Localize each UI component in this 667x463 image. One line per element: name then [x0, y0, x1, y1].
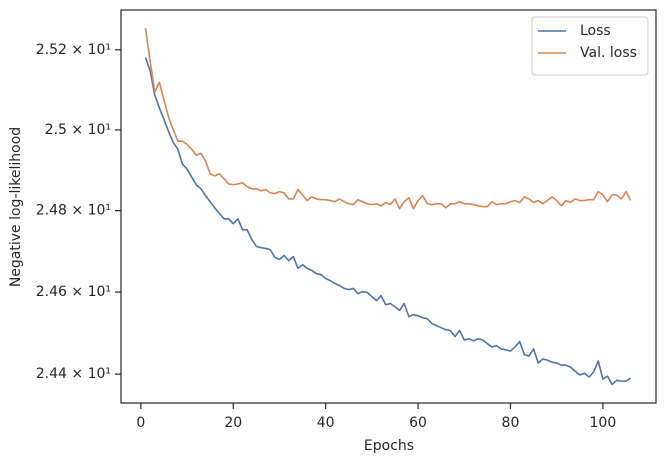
legend-label: Val. loss [580, 45, 637, 61]
legend-label: Loss [580, 23, 611, 39]
y-tick-label: 2.44 × 10¹ [36, 366, 111, 382]
y-tick-label: 2.52 × 10¹ [36, 42, 111, 58]
x-tick-label: 40 [317, 415, 335, 431]
series-line [144, 57, 632, 386]
x-tick-label: 80 [502, 415, 520, 431]
x-axis-label: Epochs [364, 438, 414, 454]
x-tick-label: 20 [224, 415, 242, 431]
x-tick-label: 0 [136, 415, 145, 431]
x-tick-label: 100 [590, 415, 617, 431]
plot-frame [120, 9, 657, 404]
y-axis-label: Negative log-likelihood [8, 127, 24, 287]
y-tick-label: 2.5 × 10¹ [45, 122, 111, 138]
x-tick-label: 60 [409, 415, 427, 431]
y-tick-label: 2.48 × 10¹ [36, 203, 111, 219]
y-tick-label: 2.46 × 10¹ [36, 284, 111, 300]
series-line [144, 28, 632, 210]
